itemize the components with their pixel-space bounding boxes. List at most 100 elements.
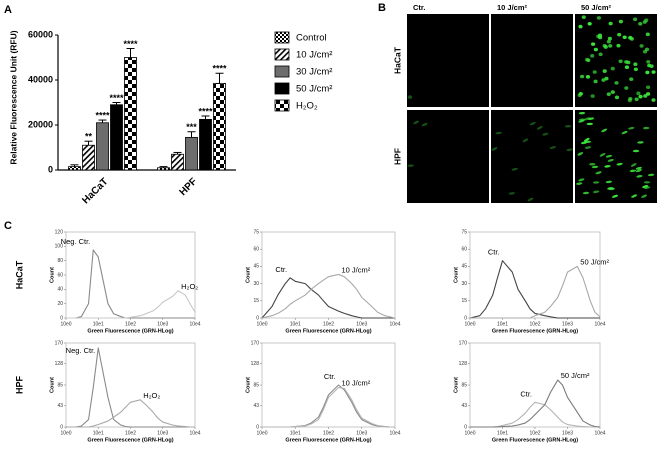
y-tick-label: 43 — [253, 403, 259, 409]
cell — [637, 141, 644, 144]
y-tick-label: 60 — [461, 247, 467, 253]
series-label: Ctr. — [324, 372, 336, 381]
cell — [624, 86, 629, 90]
cell — [529, 121, 536, 126]
x-tick-label: 10e3 — [356, 430, 367, 436]
cell — [614, 95, 620, 100]
series-label: H₂O₂ — [181, 282, 198, 291]
y-tick-label: 45 — [461, 264, 467, 270]
cell — [632, 17, 638, 22]
legend-swatch — [274, 31, 290, 44]
histogram-line — [66, 249, 195, 319]
y-tick-label: 85 — [253, 382, 259, 388]
y-axis-title: Count — [245, 377, 251, 393]
cell — [598, 52, 603, 57]
cell — [616, 162, 623, 166]
y-tick-label: 0 — [464, 424, 467, 430]
x-tick-label: 10e3 — [562, 430, 573, 436]
y-axis-title: Count — [49, 267, 55, 283]
cell — [583, 137, 590, 142]
cell — [608, 44, 613, 48]
y-tick-label: 60000 — [28, 29, 53, 39]
y-axis-title: Count — [453, 267, 459, 283]
cell — [639, 44, 644, 48]
cell — [578, 111, 586, 115]
x-tick-label: 10e0 — [464, 321, 475, 327]
series-label: Ctr. — [520, 389, 532, 398]
plot-frame — [261, 342, 396, 428]
cell — [604, 165, 611, 168]
cell — [601, 78, 606, 82]
x-tick-label: 10e2 — [125, 430, 136, 436]
y-tick-label: 0 — [60, 424, 63, 430]
y-tick-label: 75 — [461, 229, 467, 235]
cell — [536, 126, 543, 130]
cell — [578, 24, 583, 29]
plot-frame — [469, 231, 601, 319]
histogram-line — [66, 290, 196, 319]
cell — [641, 194, 648, 198]
cell — [582, 191, 590, 195]
cell — [646, 85, 651, 90]
y-tick-label: 128 — [55, 361, 64, 367]
cell — [605, 154, 613, 158]
cell — [413, 120, 419, 125]
cell — [607, 158, 614, 162]
row-label: HaCaT — [392, 46, 402, 74]
cell — [421, 122, 428, 127]
cell — [618, 59, 623, 64]
y-tick-label: 0 — [256, 424, 259, 430]
cell — [607, 187, 614, 190]
x-tick-label: 10e4 — [389, 321, 400, 327]
cell — [638, 21, 643, 26]
plot-frame — [261, 231, 396, 319]
cell — [617, 32, 622, 37]
cell — [605, 180, 613, 184]
y-tick-label: 0 — [60, 315, 63, 321]
cell — [629, 169, 637, 173]
cell — [643, 94, 648, 98]
x-tick-label: 10e2 — [529, 321, 540, 327]
cell — [643, 186, 651, 189]
row-label: HaCaT — [14, 260, 24, 289]
significance-label: **** — [95, 110, 110, 120]
x-tick-label: 10e1 — [497, 321, 508, 327]
bar — [171, 153, 184, 171]
x-axis-title: Green Fluorescence (GRN-HLog) — [87, 328, 173, 334]
x-tick-label: 10e0 — [60, 430, 71, 436]
cell — [586, 122, 593, 126]
cell — [578, 178, 585, 182]
cell — [593, 190, 600, 194]
y-tick-label: 60 — [57, 272, 63, 278]
x-axis-title: Green Fluorescence (GRN-HLog) — [285, 328, 371, 334]
x-tick-label: 10e4 — [189, 321, 200, 327]
cell — [578, 92, 583, 96]
y-tick-label: 128 — [251, 361, 260, 367]
cell — [585, 75, 591, 79]
x-tick-label: 10e2 — [529, 430, 540, 436]
y-axis-title: Count — [49, 377, 55, 393]
cell — [649, 64, 654, 68]
legend-label: H₂O₂ — [296, 101, 318, 112]
y-tick-label: 120 — [55, 229, 64, 235]
y-tick-label: 0 — [464, 315, 467, 321]
histogram-line — [262, 384, 395, 428]
cell — [584, 117, 591, 121]
cell — [495, 131, 502, 135]
significance-label: **** — [123, 39, 138, 49]
x-tick-label: 10e3 — [356, 321, 367, 327]
y-tick-label: 15 — [461, 298, 467, 304]
x-axis-title: Green Fluorescence (GRN-HLog) — [492, 437, 578, 443]
cell — [610, 66, 615, 71]
row-label: HPF — [392, 148, 402, 165]
series-label: 50 J/cm² — [561, 371, 590, 380]
cell — [618, 19, 623, 24]
column-label: 50 J/cm² — [581, 3, 612, 12]
series-label: Ctr. — [488, 248, 500, 257]
x-tick-label: 10e1 — [290, 321, 301, 327]
x-tick-label: 10e3 — [157, 430, 168, 436]
histogram-line — [470, 265, 601, 319]
x-tick-label: 10e1 — [497, 430, 508, 436]
column-label: Ctr. — [413, 3, 426, 12]
